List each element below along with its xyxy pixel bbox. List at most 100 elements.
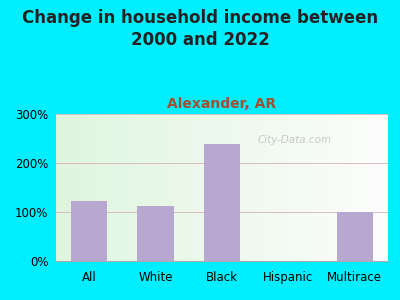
Bar — [297, 114, 298, 261]
Text: Change in household income between
2000 and 2022: Change in household income between 2000 … — [22, 9, 378, 49]
Bar — [318, 114, 320, 261]
Bar — [108, 114, 109, 261]
Bar — [280, 114, 282, 261]
Bar — [147, 114, 149, 261]
Bar — [295, 114, 297, 261]
Bar — [267, 114, 268, 261]
Bar — [56, 114, 58, 261]
Bar — [342, 114, 343, 261]
Bar — [285, 114, 287, 261]
Bar — [101, 114, 102, 261]
Bar — [238, 114, 240, 261]
Bar — [116, 114, 118, 261]
Bar — [290, 114, 292, 261]
Bar — [146, 114, 147, 261]
Bar — [376, 114, 378, 261]
Bar — [209, 114, 210, 261]
Bar — [136, 114, 137, 261]
Bar — [122, 114, 124, 261]
Bar — [360, 114, 362, 261]
Bar — [119, 114, 121, 261]
Bar — [154, 114, 156, 261]
Bar — [169, 114, 170, 261]
Bar — [189, 114, 190, 261]
Bar — [124, 114, 126, 261]
Bar — [217, 114, 219, 261]
Bar — [174, 114, 176, 261]
Bar — [225, 114, 227, 261]
Bar — [293, 114, 295, 261]
Bar — [84, 114, 86, 261]
Bar — [262, 114, 264, 261]
Bar — [78, 114, 79, 261]
Bar — [172, 114, 174, 261]
Bar — [235, 114, 237, 261]
Bar — [212, 114, 214, 261]
Bar — [58, 114, 59, 261]
Bar — [114, 114, 116, 261]
Bar — [69, 114, 71, 261]
Bar — [336, 212, 373, 261]
Bar — [71, 201, 108, 261]
Bar — [81, 114, 82, 261]
Bar — [348, 114, 350, 261]
Bar — [386, 114, 388, 261]
Bar — [247, 114, 248, 261]
Bar — [207, 114, 209, 261]
Bar — [257, 114, 258, 261]
Bar — [326, 114, 328, 261]
Bar — [151, 114, 152, 261]
Bar — [240, 114, 242, 261]
Bar — [129, 114, 131, 261]
Bar — [242, 114, 244, 261]
Bar — [260, 114, 262, 261]
Bar — [94, 114, 96, 261]
Bar — [109, 114, 111, 261]
Bar — [170, 114, 172, 261]
Bar — [102, 114, 104, 261]
Bar — [335, 114, 336, 261]
Bar — [167, 114, 169, 261]
Bar — [177, 114, 179, 261]
Bar — [197, 114, 199, 261]
Bar — [176, 114, 177, 261]
Bar — [264, 114, 265, 261]
Bar — [204, 144, 240, 261]
Bar — [142, 114, 144, 261]
Bar — [137, 114, 139, 261]
Bar — [268, 114, 270, 261]
Bar — [96, 114, 98, 261]
Bar — [237, 114, 238, 261]
Bar — [149, 114, 151, 261]
Bar — [61, 114, 63, 261]
Bar — [91, 114, 92, 261]
Bar — [99, 114, 101, 261]
Bar — [222, 114, 224, 261]
Bar — [258, 114, 260, 261]
Bar — [312, 114, 313, 261]
Bar — [353, 114, 355, 261]
Text: City-Data.com: City-Data.com — [258, 136, 332, 146]
Bar — [350, 114, 352, 261]
Bar — [254, 114, 255, 261]
Bar — [366, 114, 368, 261]
Bar — [292, 114, 293, 261]
Bar — [300, 114, 302, 261]
Bar — [204, 114, 206, 261]
Bar — [166, 114, 167, 261]
Bar — [245, 114, 247, 261]
Bar — [137, 206, 174, 261]
Bar — [74, 114, 76, 261]
Bar — [126, 114, 127, 261]
Bar — [86, 114, 88, 261]
Bar — [332, 114, 333, 261]
Bar — [375, 114, 376, 261]
Bar — [381, 114, 383, 261]
Bar — [333, 114, 335, 261]
Bar — [106, 114, 108, 261]
Bar — [111, 114, 112, 261]
Bar — [298, 114, 300, 261]
Bar — [278, 114, 280, 261]
Bar — [157, 114, 159, 261]
Bar — [79, 114, 81, 261]
